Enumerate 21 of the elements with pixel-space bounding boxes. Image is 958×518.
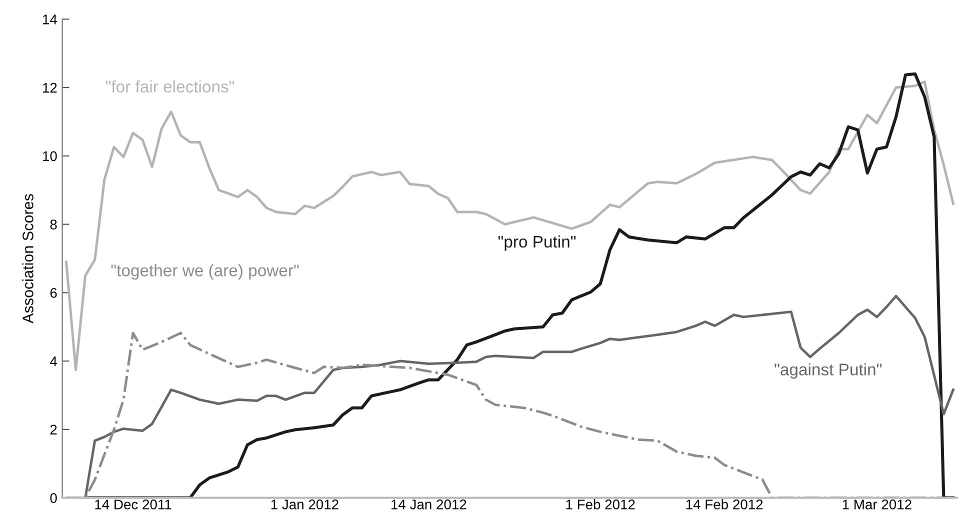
x-tick-label: 1 Feb 2012	[566, 499, 635, 510]
y-tick-label: 10	[43, 151, 57, 162]
y-tick-label: 2	[50, 424, 57, 434]
series-label: "for fair elections"	[106, 80, 234, 93]
y-tick-label: 12	[43, 82, 57, 93]
y-tick-label: 6	[50, 288, 57, 298]
series-label: "pro Putin"	[498, 235, 576, 251]
series-label: "against Putin"	[774, 363, 882, 379]
y-tick-label: 8	[50, 220, 57, 230]
y-tick-label: 4	[50, 356, 58, 366]
line-series	[84, 294, 954, 498]
y-tick-label: 0	[50, 493, 57, 503]
x-tick-label: 1 Mar 2012	[842, 500, 912, 510]
y-tick-label: 14	[43, 14, 58, 24]
y-axis-title: Association Scores	[22, 194, 34, 324]
x-tick-label: 14 Feb 2012	[686, 499, 763, 510]
x-tick-label: 14 Jan 2012	[392, 500, 466, 510]
line-series	[64, 332, 945, 498]
x-tick-label: 14 Dec 2011	[95, 500, 172, 510]
text: "together we (are) power"	[111, 264, 299, 280]
x-tick-label: 1 Jan 2012	[271, 500, 338, 510]
